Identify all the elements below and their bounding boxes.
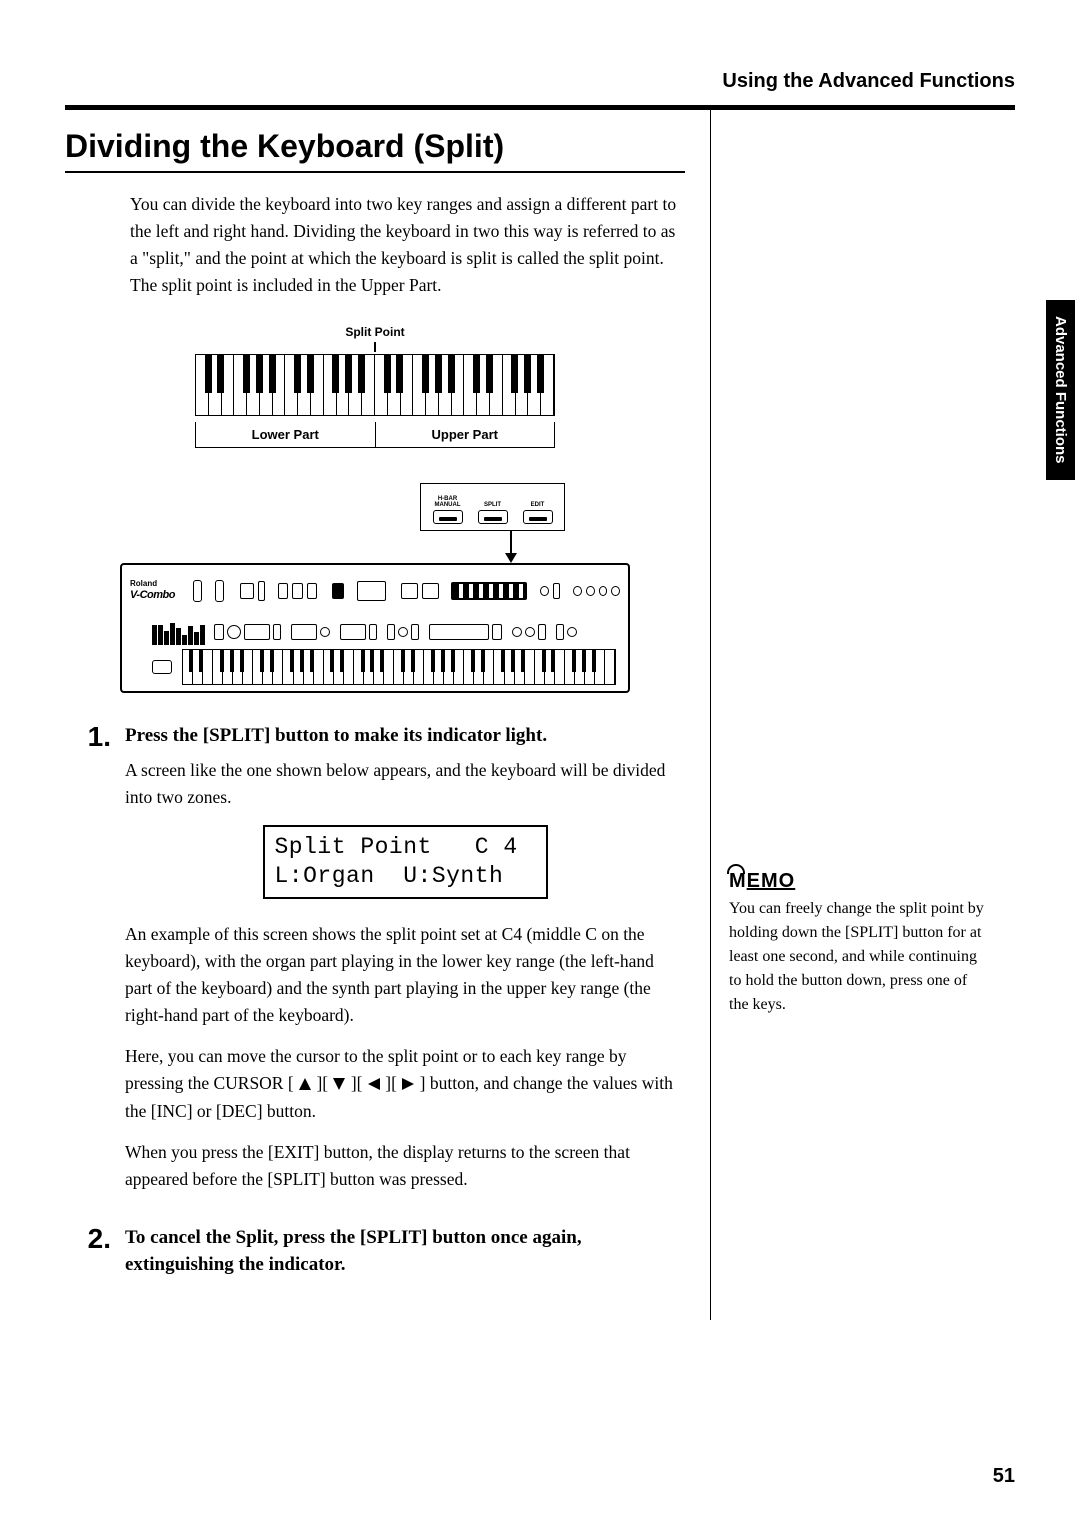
knob-icon <box>573 586 582 596</box>
callout-box: H-BAR MANUAL SPLIT EDIT <box>420 483 565 531</box>
knob-icon <box>586 586 595 596</box>
step-2: 2. To cancel the Split, press the [SPLIT… <box>65 1225 685 1286</box>
knob-icon <box>398 627 408 637</box>
button-icon <box>240 583 254 599</box>
knob-icon <box>227 625 241 639</box>
button-icon <box>214 624 224 640</box>
knob-icon <box>599 586 608 596</box>
panel-diagram: H-BAR MANUAL SPLIT EDIT Roland V-Combo <box>120 483 630 693</box>
drawbars-icon <box>152 619 205 645</box>
callout-arrow-icon <box>505 553 517 563</box>
piano-keyboard <box>195 354 555 416</box>
main-column: Dividing the Keyboard (Split) You can di… <box>65 110 685 1320</box>
step-2-number: 2. <box>65 1225 125 1286</box>
button-icon <box>292 583 302 599</box>
knob-icon <box>215 580 224 602</box>
step-1-title: Press the [SPLIT] button to make its ind… <box>125 723 685 750</box>
button-icon <box>307 583 317 599</box>
button-group-icon <box>429 624 489 640</box>
step-1-p4: When you press the [EXIT] button, the di… <box>125 1139 685 1193</box>
display-icon <box>357 581 386 601</box>
step-1: 1. Press the [SPLIT] button to make its … <box>65 723 685 1207</box>
cursor-right-icon <box>401 1077 415 1091</box>
upper-part-label: Upper Part <box>376 422 555 447</box>
page-header: Using the Advanced Functions <box>65 70 1015 93</box>
button-icon <box>553 583 560 599</box>
step-1-p1: A screen like the one shown below appear… <box>125 757 685 811</box>
step-1-p3: Here, you can move the cursor to the spl… <box>125 1043 685 1124</box>
button-icon <box>492 624 502 640</box>
split-point-label: Split Point <box>195 325 555 339</box>
hbar-manual-button-icon: H-BAR MANUAL <box>432 496 464 524</box>
step-1-number: 1. <box>65 723 125 1207</box>
button-icon <box>556 624 564 640</box>
memo-icon: MEMO <box>729 870 795 893</box>
edit-button-icon: EDIT <box>522 502 554 524</box>
drawbar-bank-icon <box>451 582 528 600</box>
split-button-icon: SPLIT <box>477 502 509 524</box>
cursor-up-icon <box>298 1077 312 1091</box>
callout-line <box>510 531 512 553</box>
knob-icon <box>193 580 202 602</box>
section-title: Dividing the Keyboard (Split) <box>65 128 685 173</box>
synth-panel: Roland V-Combo <box>120 563 630 693</box>
button-icon <box>387 624 395 640</box>
lcd-screen: Split Point C 4 L:Organ U:Synth <box>263 825 548 899</box>
split-tick <box>374 342 376 352</box>
part-labels-row: Lower Part Upper Part <box>195 422 555 448</box>
button-icon <box>332 583 344 599</box>
button-icon <box>258 581 265 601</box>
mini-keyboard-icon <box>182 649 616 685</box>
button-icon <box>411 624 419 640</box>
keyboard-split-diagram: Split Point Lower Part Upper Part <box>195 325 555 448</box>
cursor-left-icon <box>367 1077 381 1091</box>
knob-icon <box>525 627 535 637</box>
button-icon <box>369 624 377 640</box>
button-group-icon <box>244 624 270 640</box>
button-icon <box>278 583 288 599</box>
phones-jack-icon <box>152 660 172 674</box>
knob-icon <box>512 627 522 637</box>
knob-icon <box>611 586 620 596</box>
button-group-icon <box>291 624 317 640</box>
button-icon <box>538 624 546 640</box>
page-number: 51 <box>993 1465 1015 1488</box>
intro-paragraph: You can divide the keyboard into two key… <box>130 191 685 300</box>
side-column: Advanced Functions MEMO You can freely c… <box>710 110 1010 1320</box>
knob-icon <box>567 627 577 637</box>
button-icon <box>422 583 439 599</box>
knob-icon <box>320 627 330 637</box>
side-tab: Advanced Functions <box>1046 300 1075 480</box>
memo-text: You can freely change the split point by… <box>729 897 989 1017</box>
knob-icon <box>540 586 549 596</box>
button-icon <box>401 583 418 599</box>
button-icon <box>273 624 281 640</box>
step-1-p2: An example of this screen shows the spli… <box>125 921 685 1030</box>
memo-block: MEMO You can freely change the split poi… <box>729 870 989 1017</box>
brand-label: Roland V-Combo <box>130 580 189 601</box>
step-2-title: To cancel the Split, press the [SPLIT] b… <box>125 1225 685 1278</box>
button-group-icon <box>340 624 366 640</box>
lower-part-label: Lower Part <box>196 422 376 447</box>
cursor-down-icon <box>332 1077 346 1091</box>
